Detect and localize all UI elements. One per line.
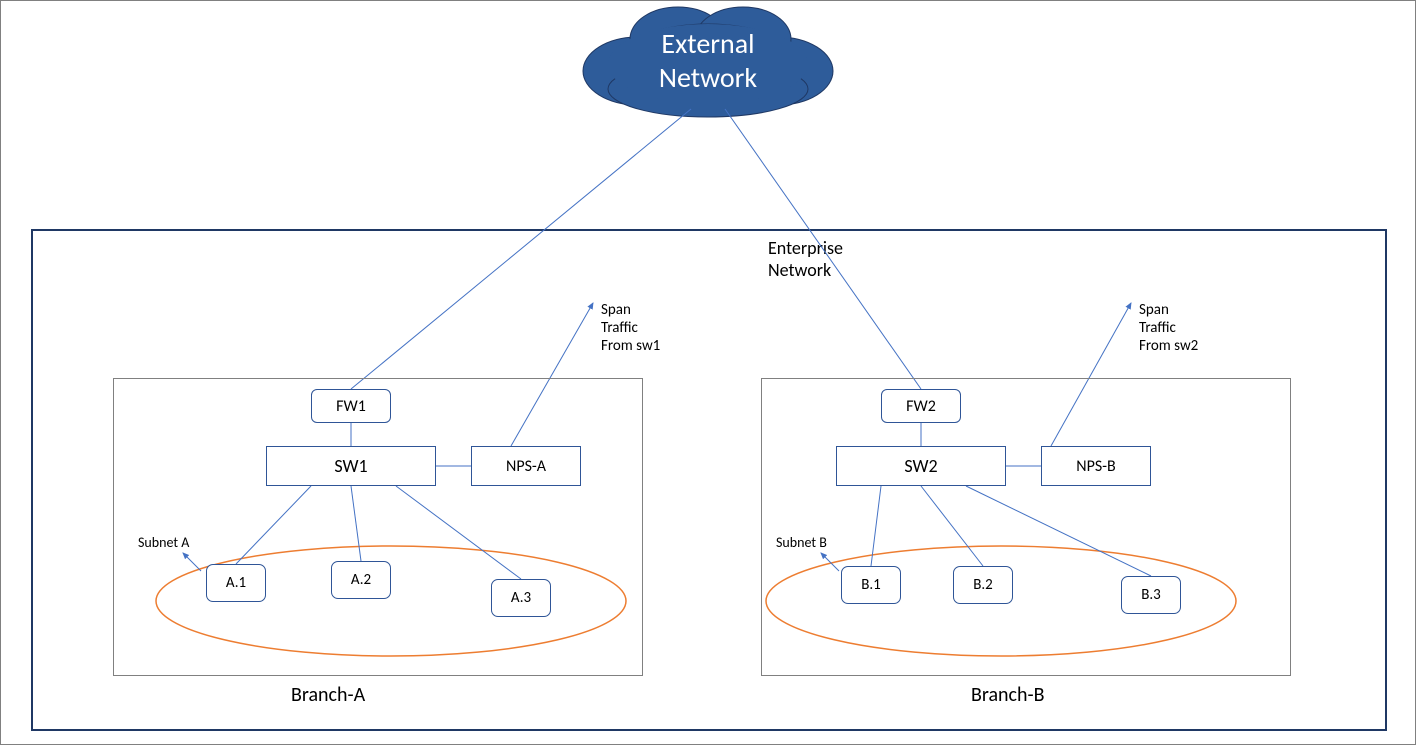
subnet-A-label: Subnet A <box>138 535 189 552</box>
branch-A-title: Branch-A <box>291 683 365 707</box>
span-A-label: Span Traffic From sw1 <box>601 301 660 355</box>
span-B-label: Span Traffic From sw2 <box>1139 301 1198 355</box>
enterprise-network-label: Enterprise Network <box>768 238 843 281</box>
host-A-3: A.3 <box>491 579 551 617</box>
nps-B: NPS-B <box>1041 446 1151 486</box>
external-network-label: External Network <box>593 9 823 114</box>
subnet-B-label: Subnet B <box>776 535 827 552</box>
branch-B-title: Branch-B <box>971 683 1045 707</box>
host-B-2: B.2 <box>953 566 1013 604</box>
nps-A: NPS-A <box>471 446 581 486</box>
diagram-canvas: Enterprise Network External Network FW1 S… <box>0 0 1416 745</box>
host-A-1: A.1 <box>206 564 266 602</box>
host-B-3: B.3 <box>1121 576 1181 614</box>
firewall-A: FW1 <box>311 389 391 423</box>
switch-A: SW1 <box>266 446 436 486</box>
host-B-1: B.1 <box>841 566 901 604</box>
firewall-B: FW2 <box>881 389 961 423</box>
host-A-2: A.2 <box>331 561 391 599</box>
branch-B-box <box>761 378 1291 676</box>
switch-B: SW2 <box>836 446 1006 486</box>
